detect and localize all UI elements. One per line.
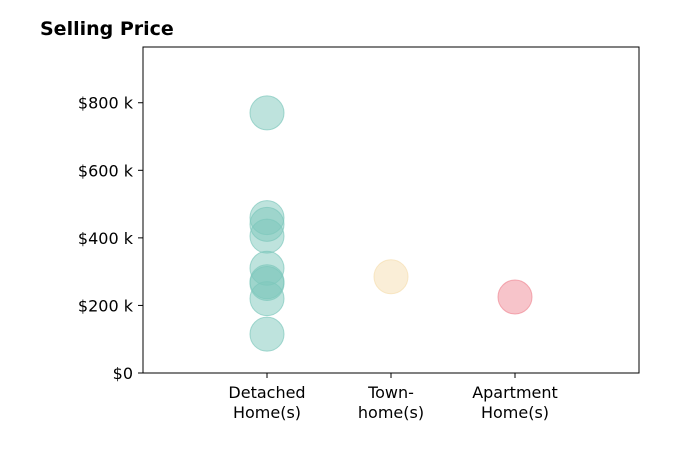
y-tick-label: $800 k (78, 94, 134, 113)
x-tick-label: Detached (228, 383, 305, 402)
chart-title: Selling Price (40, 18, 174, 40)
x-tick-label: Home(s) (233, 403, 301, 422)
data-point (249, 281, 285, 317)
data-points (249, 95, 533, 352)
data-point (497, 279, 533, 315)
y-tick-label: $0 (113, 364, 133, 383)
x-axis: DetachedHome(s)Town-home(s)ApartmentHome… (228, 373, 558, 422)
data-point (249, 316, 285, 352)
x-tick-label: Apartment (472, 383, 558, 402)
plot-frame (142, 46, 640, 374)
data-point (373, 259, 409, 295)
data-point (249, 218, 285, 254)
x-tick-label: Town- (367, 383, 414, 402)
data-point (249, 95, 285, 131)
x-tick-label: Home(s) (481, 403, 549, 422)
x-tick-label: home(s) (358, 403, 424, 422)
y-axis: $0 $200 k $400 k $600 k $800 k (78, 94, 143, 383)
y-tick-label: $400 k (78, 229, 134, 248)
y-tick-label: $600 k (78, 161, 134, 180)
y-tick-label: $200 k (78, 296, 134, 315)
